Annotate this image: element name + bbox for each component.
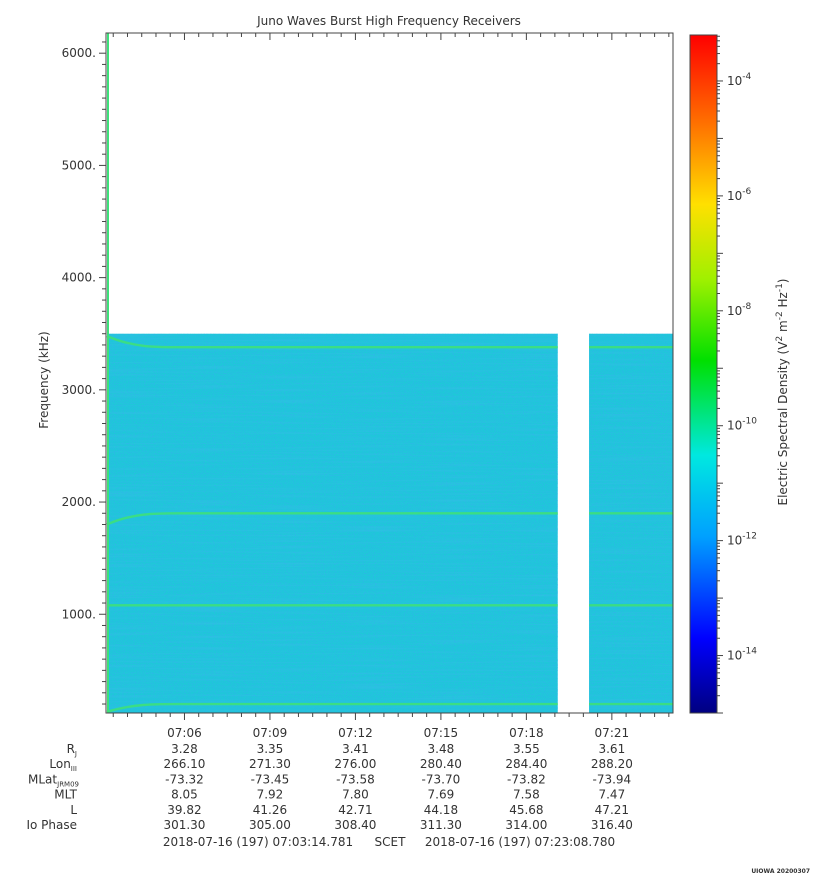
ephemeris-value: 271.30	[249, 757, 291, 771]
time-separator: SCET	[375, 835, 407, 849]
ephemeris-value: 3.61	[598, 742, 625, 756]
ephemeris-value: -73.70	[422, 772, 461, 786]
ephemeris-value: 45.68	[509, 803, 543, 817]
ephemeris-row-label: L	[70, 803, 77, 817]
ephemeris-value: -73.82	[507, 772, 546, 786]
ephemeris-value: 314.00	[505, 818, 547, 832]
ephemeris-value: 44.18	[424, 803, 458, 817]
ephemeris-value: 3.41	[342, 742, 369, 756]
colorbar-tick-label: 10-14	[727, 647, 757, 663]
y-tick-label: 5000.	[62, 158, 96, 172]
ephemeris-value: 8.05	[171, 788, 198, 802]
ephemeris-value: 7.80	[342, 788, 369, 802]
emission-line-4	[106, 702, 558, 714]
ephemeris-value: 284.40	[505, 757, 547, 771]
x-tick-label: 07:21	[595, 726, 630, 740]
ephemeris-table: RJ 3.28 3.35 3.41 3.48 3.55 3.61 LonIII 266.10 27…	[26, 742, 632, 832]
ephemeris-row-label: Io Phase	[26, 818, 77, 832]
ephemeris-value: 316.40	[591, 818, 633, 832]
x-tick-label: 07:18	[509, 726, 544, 740]
ephemeris-value: -73.58	[336, 772, 375, 786]
ephemeris-row-label: MLT	[54, 788, 77, 802]
plot-area: 1000.2000.3000.4000.5000.6000. 07:06 07:0…	[62, 32, 674, 740]
ephemeris-value: 47.21	[595, 803, 629, 817]
time-end: 2018-07-16 (197) 07:23:08.780	[425, 835, 615, 849]
plot-frame	[105, 32, 674, 714]
ephemeris-value: 41.26	[253, 803, 287, 817]
ephemeris-row-label: LonIII	[49, 757, 77, 773]
ephemeris-value: 301.30	[163, 818, 205, 832]
spectrogram-data	[106, 33, 673, 714]
ephemeris-value: 276.00	[334, 757, 376, 771]
ephemeris-value: 3.35	[257, 742, 284, 756]
emission-line-2	[106, 512, 558, 526]
emission-line-1	[106, 334, 558, 349]
x-tick-label: 07:15	[424, 726, 459, 740]
colorbar-tick-label: 10-8	[727, 302, 752, 318]
ephemeris-value: -73.32	[165, 772, 204, 786]
y-tick-label: 2000.	[62, 495, 96, 509]
x-axis: 07:06 07:09 07:12 07:15 07:18 07:21	[112, 33, 670, 740]
ephemeris-value: 311.30	[420, 818, 462, 832]
x-tick-label: 07:09	[253, 726, 288, 740]
ephemeris-row-label: RJ	[67, 742, 77, 758]
ephemeris-value: 7.47	[598, 788, 625, 802]
ephemeris-value: 3.55	[513, 742, 540, 756]
ephemeris-value: 266.10	[163, 757, 205, 771]
y-axis-label: Frequency (kHz)	[37, 331, 51, 428]
x-tick-label: 07:12	[338, 726, 373, 740]
ephemeris-value: 7.58	[513, 788, 540, 802]
y-axis: 1000. 2000. 3000. 4000. 5000. 6000.	[62, 41, 106, 705]
ephemeris-value: -73.45	[251, 772, 290, 786]
colorbar-tick-label: 10-6	[727, 187, 752, 203]
ephemeris-value: 7.69	[428, 788, 455, 802]
x-tick-label: 07:06	[167, 726, 202, 740]
colorbar-tick-label: 10-12	[727, 532, 757, 548]
ephemeris-value: -73.94	[593, 772, 632, 786]
ephemeris-row-label: MLatJRM09	[28, 772, 79, 788]
ephemeris-value: 3.28	[171, 742, 198, 756]
ephemeris-value: 305.00	[249, 818, 291, 832]
data-speckle-1	[107, 333, 558, 713]
y-tick-label: 6000.	[62, 46, 96, 60]
colorbar-gradient	[689, 34, 718, 714]
chart-title: Juno Waves Burst High Frequency Receiver…	[256, 14, 521, 28]
y-tick-label: 4000.	[62, 271, 96, 285]
time-range: 2018-07-16 (197) 07:03:14.781 SCET 2018-…	[163, 835, 615, 849]
colorbar-tick-label: 10-10	[727, 417, 757, 433]
colorbar-label: Electric Spectral Density (V2 m-2 Hz-1)	[775, 278, 790, 505]
data-speckle-2	[589, 333, 673, 713]
ephemeris-value: 3.48	[428, 742, 455, 756]
y-tick-label: 3000.	[62, 383, 96, 397]
y-tick-label: 1000.	[62, 607, 96, 621]
colorbar-ticks: 10-14 10-12 10-10 10-8 10-6 10-4	[717, 35, 757, 714]
footer-credit: UIOWA 20200307	[751, 868, 810, 875]
ephemeris-value: 42.71	[338, 803, 372, 817]
ephemeris-value: 280.40	[420, 757, 462, 771]
colorbar: 10-14 10-12 10-10 10-8 10-6 10-4 Electric Spe…	[689, 34, 790, 714]
colorbar-tick-label: 10-4	[727, 72, 752, 88]
ephemeris-value: 7.92	[257, 788, 284, 802]
time-start: 2018-07-16 (197) 07:03:14.781	[163, 835, 353, 849]
ephemeris-value: 39.82	[167, 803, 201, 817]
ephemeris-value: 308.40	[334, 818, 376, 832]
ephemeris-value: 288.20	[591, 757, 633, 771]
